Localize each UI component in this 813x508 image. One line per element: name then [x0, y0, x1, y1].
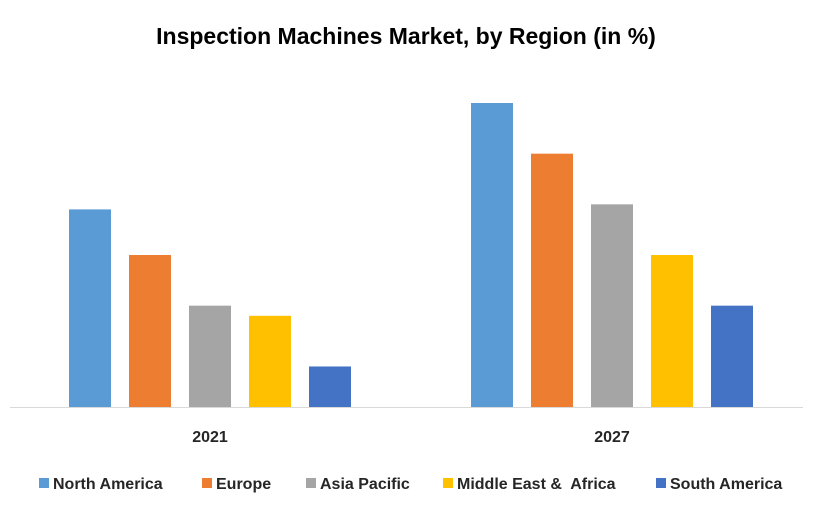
bar-south-america-2027: [711, 305, 753, 407]
legend-label: South America: [670, 476, 782, 493]
x-tick-label: 2027: [594, 429, 630, 446]
bar-middle-east-africa-2027: [651, 255, 693, 407]
bar-north-america-2027: [471, 103, 513, 407]
bars-group: [69, 103, 753, 407]
bar-south-america-2021: [309, 366, 351, 407]
legend-swatch: [202, 478, 212, 488]
chart-title: Inspection Machines Market, by Region (i…: [156, 23, 656, 49]
legend-swatch: [39, 478, 49, 488]
legend-label: Asia Pacific: [320, 476, 410, 493]
category-labels: 2021 2027: [192, 429, 630, 446]
bar-europe-2027: [531, 153, 573, 407]
legend-label: Middle East & Africa: [457, 476, 616, 493]
x-tick-label: 2021: [192, 429, 228, 446]
legend: North America Europe Asia Pacific Middle Ea…: [39, 476, 782, 493]
legend-swatch: [443, 478, 453, 488]
legend-swatch: [656, 478, 666, 488]
legend-label: Europe: [216, 476, 271, 493]
bar-middle-east-africa-2021: [249, 315, 291, 407]
bar-asia-pacific-2027: [591, 204, 633, 407]
bar-asia-pacific-2021: [189, 305, 231, 407]
legend-label: North America: [53, 476, 163, 493]
legend-swatch: [306, 478, 316, 488]
bar-europe-2021: [129, 255, 171, 407]
bar-north-america-2021: [69, 209, 111, 407]
